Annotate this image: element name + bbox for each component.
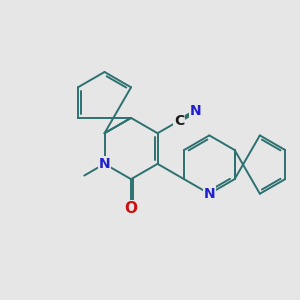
Text: C: C <box>174 114 184 128</box>
Text: O: O <box>124 201 137 216</box>
Text: N: N <box>203 187 215 201</box>
Text: N: N <box>190 104 201 118</box>
Text: N: N <box>99 157 110 171</box>
